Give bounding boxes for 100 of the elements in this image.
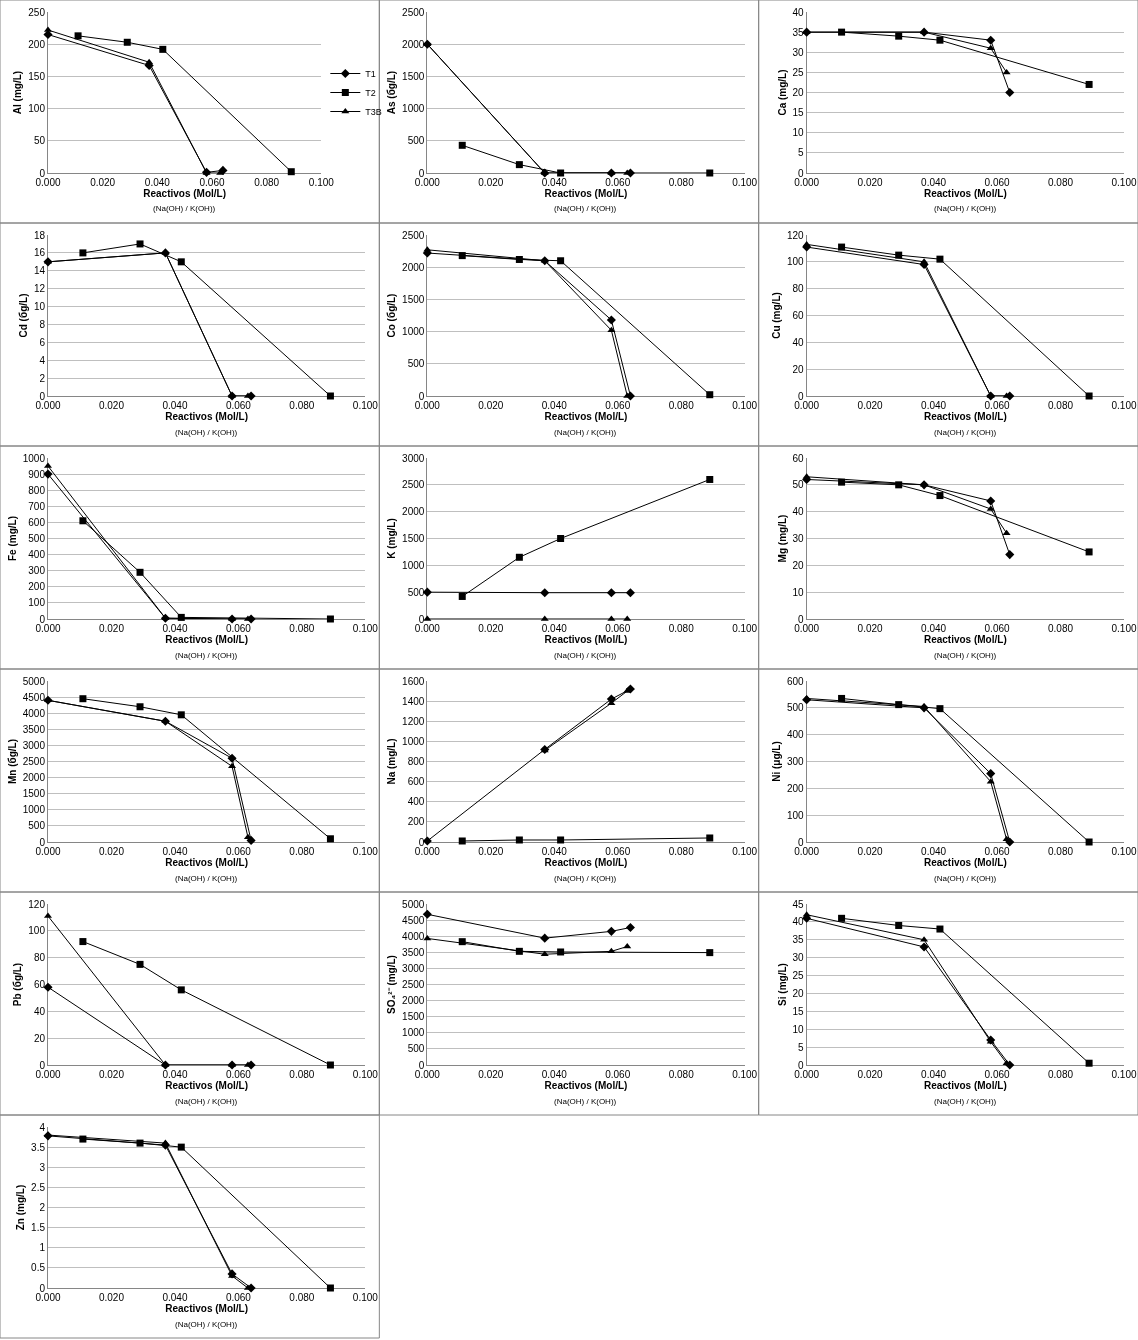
text: (Na(OH) / K(OH))	[175, 1320, 238, 1329]
x-tick-label: 0.100	[1111, 1069, 1137, 1080]
y-tick-label: 5000	[402, 898, 425, 910]
y-tick-label: 80	[792, 283, 805, 295]
y-tick-label: 900	[28, 468, 46, 480]
y-tick-label: 1.5	[31, 1222, 46, 1234]
y-tick-label: 600	[786, 675, 805, 687]
y-tick-label: 0	[418, 836, 425, 848]
y-tick-label: 0	[798, 167, 805, 179]
x-tick-label: 0.040	[541, 1069, 568, 1080]
text: (Na(OH) / K(OH))	[175, 874, 238, 883]
x-tick-label: 0.080	[289, 846, 315, 857]
x-tick-label: 0.040	[921, 623, 947, 634]
y-tick-label: 20	[792, 87, 805, 98]
text: (Na(OH) / K(OH))	[153, 204, 216, 213]
y-tick-label: 1600	[402, 675, 425, 687]
x-tick-label: 0.100	[352, 846, 379, 857]
x-tick-label: 0.040	[162, 400, 188, 411]
y-tick-label: 20	[792, 987, 805, 999]
x-tick-label: 0.080	[668, 177, 695, 188]
y-tick-label: 120	[28, 898, 46, 910]
x-axis-title: Reactivos (Mol/L)	[544, 634, 628, 645]
text: (Na(OH) / K(OH))	[554, 428, 617, 437]
y-tick-label: 6	[39, 336, 46, 348]
y-tick-label: 400	[786, 729, 805, 741]
y-tick-label: 40	[792, 916, 805, 928]
y-tick-label: 2000	[402, 995, 425, 1007]
y-tick-label: 3000	[22, 739, 46, 751]
x-tick-label: 0.020	[857, 400, 884, 411]
y-tick-label: 100	[786, 256, 805, 268]
y-tick-label: 5	[798, 1041, 805, 1053]
y-tick-label: 20	[33, 1032, 46, 1044]
y-tick-label: 30	[792, 952, 805, 964]
x-tick-label: 0.020	[98, 1292, 125, 1303]
y-tick-label: 500	[407, 1043, 425, 1055]
y-tick-label: 4	[39, 1121, 46, 1133]
x-axis-title: Reactivos (Mol/L)	[544, 857, 628, 868]
y-tick-label: 0	[39, 1059, 46, 1071]
x-tick-label: 0.080	[289, 1292, 315, 1303]
y-tick-label: 1000	[402, 559, 425, 571]
x-tick-label: 0.080	[1048, 1069, 1074, 1080]
y-tick-label: 25	[792, 970, 805, 982]
x-tick-label: 0.060	[605, 1069, 631, 1080]
x-tick-label: 0.040	[541, 400, 568, 411]
y-axis-title: Mn (бg/L)	[6, 738, 18, 785]
y-tick-label: 15	[792, 107, 805, 119]
x-tick-label: 0.100	[352, 623, 379, 634]
y-axis-title: Mg (mg/L)	[776, 514, 788, 563]
y-tick-label: 1000	[402, 103, 425, 115]
y-tick-label: 2000	[402, 261, 425, 273]
y-tick-label: 4000	[22, 707, 46, 719]
x-tick-label: 0.080	[1048, 846, 1074, 857]
x-axis-title: Reactivos (Mol/L)	[165, 411, 249, 422]
y-tick-label: 100	[786, 809, 805, 821]
x-axis-title: Reactivos (Mol/L)	[544, 411, 628, 422]
y-tick-label: 4500	[402, 914, 425, 926]
x-tick-label: 0.060	[605, 177, 631, 188]
x-tick-label: 0.080	[668, 1069, 695, 1080]
y-tick-label: 100	[28, 597, 46, 609]
x-axis-title: Reactivos (Mol/L)	[165, 634, 249, 645]
x-tick-label: 0.000	[35, 400, 61, 411]
y-tick-label: 500	[28, 533, 46, 544]
y-tick-label: 45	[792, 898, 805, 910]
x-tick-label: 0.020	[857, 846, 884, 857]
text: (Na(OH) / K(OH))	[175, 651, 238, 660]
y-tick-label: 120	[786, 229, 805, 241]
x-axis-title: Reactivos (Mol/L)	[923, 411, 1007, 422]
x-tick-label: 0.000	[794, 177, 820, 188]
x-tick-label: 0.020	[98, 1069, 125, 1080]
y-tick-label: 1000	[22, 804, 46, 816]
x-tick-label: 0.100	[1111, 400, 1137, 411]
y-tick-label: 20	[792, 559, 805, 571]
y-tick-label: 20	[792, 363, 805, 375]
y-tick-label: 8	[39, 318, 46, 330]
x-tick-label: 0.040	[921, 177, 947, 188]
x-tick-label: 0.000	[414, 846, 441, 857]
x-tick-label: 0.040	[541, 623, 568, 634]
x-axis-title: Reactivos (Mol/L)	[923, 1080, 1007, 1091]
y-axis-title: SO₄²⁻ (mg/L)	[386, 955, 398, 1014]
x-tick-label: 0.020	[478, 623, 504, 634]
y-tick-label: 18	[33, 229, 46, 241]
y-axis-title: Co (бg/L)	[386, 293, 398, 338]
y-tick-label: 3500	[402, 946, 425, 958]
x-tick-label: 0.000	[794, 400, 820, 411]
x-tick-label: 0.060	[225, 1292, 252, 1303]
x-tick-label: 0.020	[478, 1069, 504, 1080]
y-tick-label: 500	[407, 135, 425, 147]
x-tick-label: 0.020	[857, 177, 884, 188]
x-tick-label: 0.060	[984, 623, 1011, 634]
x-tick-label: 0.080	[668, 400, 695, 411]
x-axis-title: Reactivos (Mol/L)	[544, 188, 628, 199]
x-tick-label: 0.080	[668, 623, 695, 634]
x-tick-label: 0.000	[794, 1069, 820, 1080]
y-tick-label: 600	[28, 516, 46, 528]
y-tick-label: 4500	[22, 691, 46, 703]
y-tick-label: 250	[28, 6, 46, 18]
x-tick-label: 0.040	[144, 177, 171, 188]
y-tick-label: 2.5	[31, 1181, 46, 1193]
x-tick-label: 0.040	[162, 1069, 188, 1080]
y-tick-label: 5	[798, 147, 805, 159]
